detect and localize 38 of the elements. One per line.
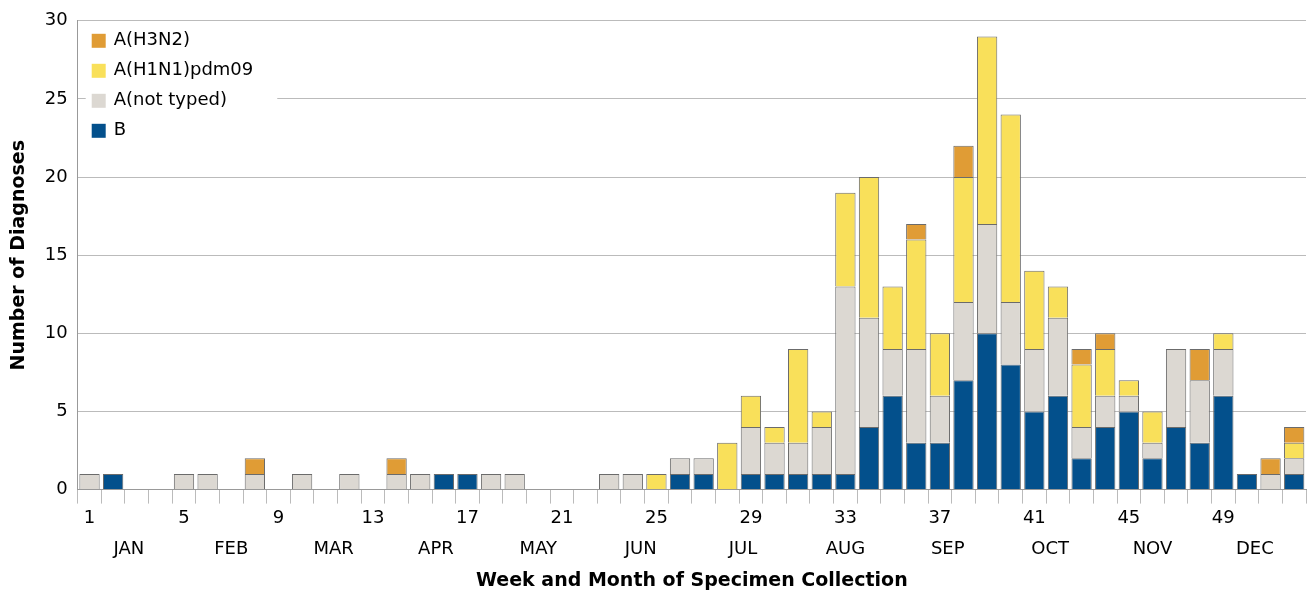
x-tick-label: 1: [83, 506, 96, 528]
text: APR: [418, 537, 454, 559]
x-tick-label: 21: [550, 506, 574, 528]
y-tick-label: 30: [44, 8, 68, 30]
text: FEB: [214, 537, 249, 559]
y-tick-label: 15: [44, 242, 68, 264]
text: NOV: [1132, 537, 1173, 559]
x-tick-label: 13: [361, 506, 385, 528]
y-tick-label: 0: [56, 477, 68, 499]
text: JUN: [623, 537, 657, 559]
x-tick-label: 17: [456, 506, 479, 528]
x-tick-label: 41: [1022, 506, 1046, 528]
x-tick-label: 25: [644, 506, 668, 528]
text: DEC: [1235, 537, 1274, 559]
legend-label: A(H1N1)pdm09: [113, 58, 254, 80]
text: OCT: [1031, 537, 1070, 559]
legend-label: A(not typed): [113, 88, 227, 110]
text: SEP: [930, 537, 965, 559]
text: MAR: [313, 537, 354, 559]
y-tick-label: 25: [44, 86, 68, 108]
x-tick-label: 29: [739, 506, 763, 528]
x-tick-label: 49: [1211, 506, 1235, 528]
legend-label: A(H3N2): [113, 28, 190, 50]
x-axis-title: Week and Month of Specimen Collection: [476, 567, 908, 590]
x-tick-label: 37: [928, 506, 952, 528]
text: MAY: [519, 537, 559, 559]
legend-label: B: [113, 118, 127, 140]
y-tick-label: 10: [44, 321, 68, 343]
x-tick-label: 45: [1117, 506, 1141, 528]
text: JUL: [727, 537, 758, 559]
y-tick-label: 20: [44, 164, 68, 186]
text: AUG: [825, 537, 866, 559]
x-tick-label: 5: [178, 506, 190, 528]
x-tick-label: 33: [833, 506, 857, 528]
x-tick-label: 9: [272, 506, 285, 528]
text: JAN: [112, 537, 145, 559]
y-axis-title: Number of Diagnoses: [6, 139, 29, 371]
y-tick-label: 5: [56, 399, 68, 421]
